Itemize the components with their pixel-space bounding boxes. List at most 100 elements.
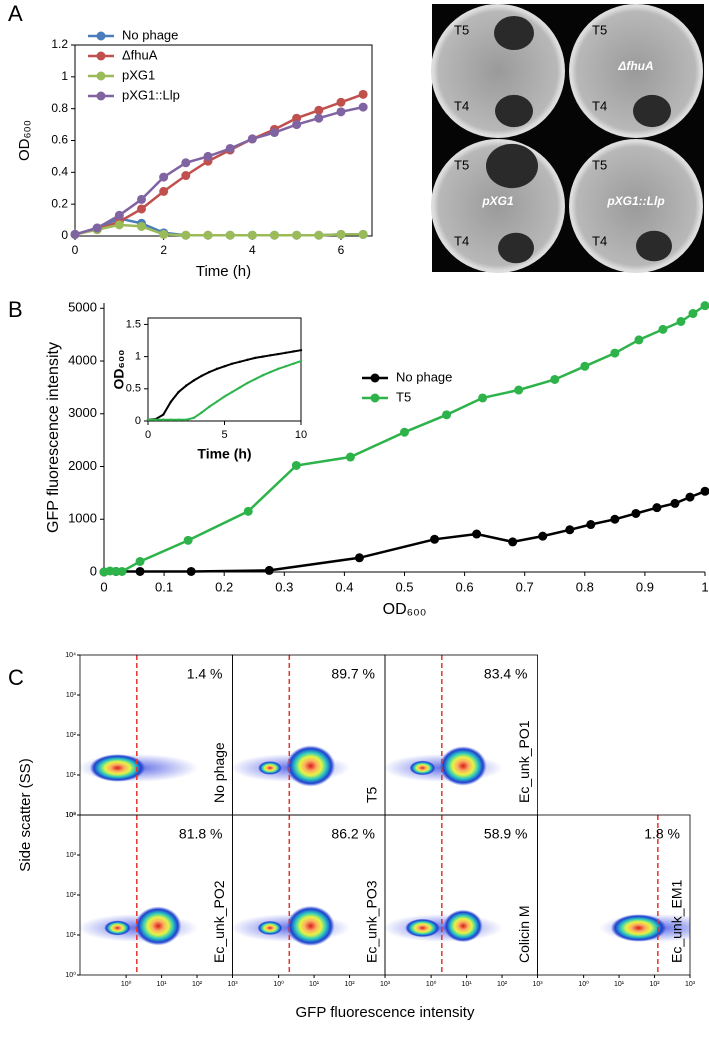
data-point [538, 531, 548, 541]
data-point [253, 356, 257, 360]
x-tick-label: 10¹ [614, 981, 625, 988]
data-point [261, 374, 264, 377]
y-tick-label: 4000 [68, 352, 97, 367]
y-axis-label: Side scatter (SS) [17, 758, 34, 871]
x-tick-label: 6 [338, 243, 345, 257]
data-point [215, 400, 219, 403]
negative-population [409, 760, 436, 776]
data-point [688, 309, 698, 319]
plate-label: T4 [592, 98, 607, 113]
data-point [247, 230, 257, 240]
plate-label: T5 [454, 157, 469, 172]
x-tick-label: 1 [701, 579, 708, 594]
x-tick-label: 0.9 [636, 579, 654, 594]
x-tick-label: 0.4 [335, 579, 353, 594]
data-point [169, 400, 173, 403]
data-point [284, 365, 287, 368]
x-tick-label: 10³ [227, 981, 238, 988]
plaque [486, 143, 538, 189]
data-point [652, 503, 662, 513]
data-point [159, 172, 169, 182]
data-point [192, 379, 196, 382]
y-tick-label: 10¹ [66, 932, 77, 939]
data-point [514, 385, 524, 395]
y-tick-label: 0.6 [51, 133, 68, 147]
y-tick-label: 0 [90, 563, 97, 578]
plate-label: T4 [454, 98, 469, 113]
strain-label: ΔfhuA [617, 59, 653, 73]
sample-label: T5 [364, 786, 380, 803]
data-point [292, 230, 302, 240]
y-tick-label: 1 [61, 69, 68, 83]
data-point [336, 229, 346, 239]
percent-label: 86.2 % [331, 826, 375, 842]
flow-panel [385, 746, 503, 786]
negative-population [405, 918, 440, 938]
inset-background [118, 314, 307, 457]
data-point [223, 365, 226, 368]
positive-population [439, 746, 487, 786]
data-point [181, 230, 191, 240]
legend-marker [370, 393, 380, 403]
flow-panel [232, 905, 351, 947]
y-tick-label: 1.5 [126, 318, 141, 330]
data-point [154, 418, 157, 421]
y-tick-label: 10⁰ [65, 971, 76, 979]
x-tick-label: 10² [344, 981, 355, 988]
x-axis-label: GFP fluorescence intensity [296, 1004, 475, 1021]
data-point [238, 360, 241, 363]
data-point [223, 395, 226, 398]
x-tick-label: 0.8 [576, 579, 594, 594]
legend-marker [96, 91, 106, 101]
y-tick-label: 10⁰ [65, 811, 76, 819]
data-point [400, 427, 409, 437]
plaque [494, 16, 534, 50]
data-point [442, 410, 452, 420]
legend-label: pXG1::Llp [122, 87, 180, 102]
data-point [685, 492, 695, 502]
data-point [117, 566, 127, 576]
plaque [498, 232, 534, 264]
data-point [114, 210, 124, 220]
data-point [243, 506, 253, 516]
data-point [247, 134, 257, 144]
y-tick-label: 3000 [68, 405, 97, 420]
x-tick-label: 10² [497, 981, 508, 988]
y-axis-label: GFP fluorescence intensity [45, 342, 62, 533]
data-point [354, 553, 364, 563]
panel-letter: C [8, 665, 24, 690]
data-point [634, 335, 644, 345]
positive-population [286, 905, 335, 947]
data-point [358, 229, 368, 239]
data-point [472, 529, 482, 539]
y-tick-label: 2000 [68, 458, 97, 473]
y-tick-label: 0.8 [51, 101, 68, 115]
plaque [495, 94, 533, 128]
data-point [203, 230, 213, 240]
percent-label: 1.4 % [187, 666, 223, 682]
data-point [292, 113, 302, 123]
flow-panel [80, 906, 198, 946]
data-point [162, 413, 165, 416]
x-tick-label: 2 [160, 243, 167, 257]
data-point [136, 204, 146, 214]
x-tick-label: 10⁰ [273, 980, 284, 988]
data-point [336, 107, 346, 117]
x-tick-label: 0.5 [395, 579, 413, 594]
sample-label: Ec_unk_PO3 [364, 880, 380, 963]
x-tick-label: 0 [145, 429, 151, 441]
data-point [269, 128, 279, 138]
data-point [225, 230, 235, 240]
data-point [610, 514, 620, 524]
data-point [246, 358, 249, 362]
data-point [203, 151, 213, 161]
x-tick-label: 5 [221, 429, 227, 441]
sample-label: Ec_unk_PO2 [211, 880, 227, 963]
data-point [345, 452, 355, 462]
plate-label: T5 [454, 22, 469, 37]
x-tick-label: 10⁰ [121, 980, 132, 988]
data-point [159, 229, 169, 239]
percent-label: 89.7 % [331, 666, 375, 682]
data-point [700, 301, 709, 311]
x-tick-label: 10⁰ [578, 980, 589, 988]
